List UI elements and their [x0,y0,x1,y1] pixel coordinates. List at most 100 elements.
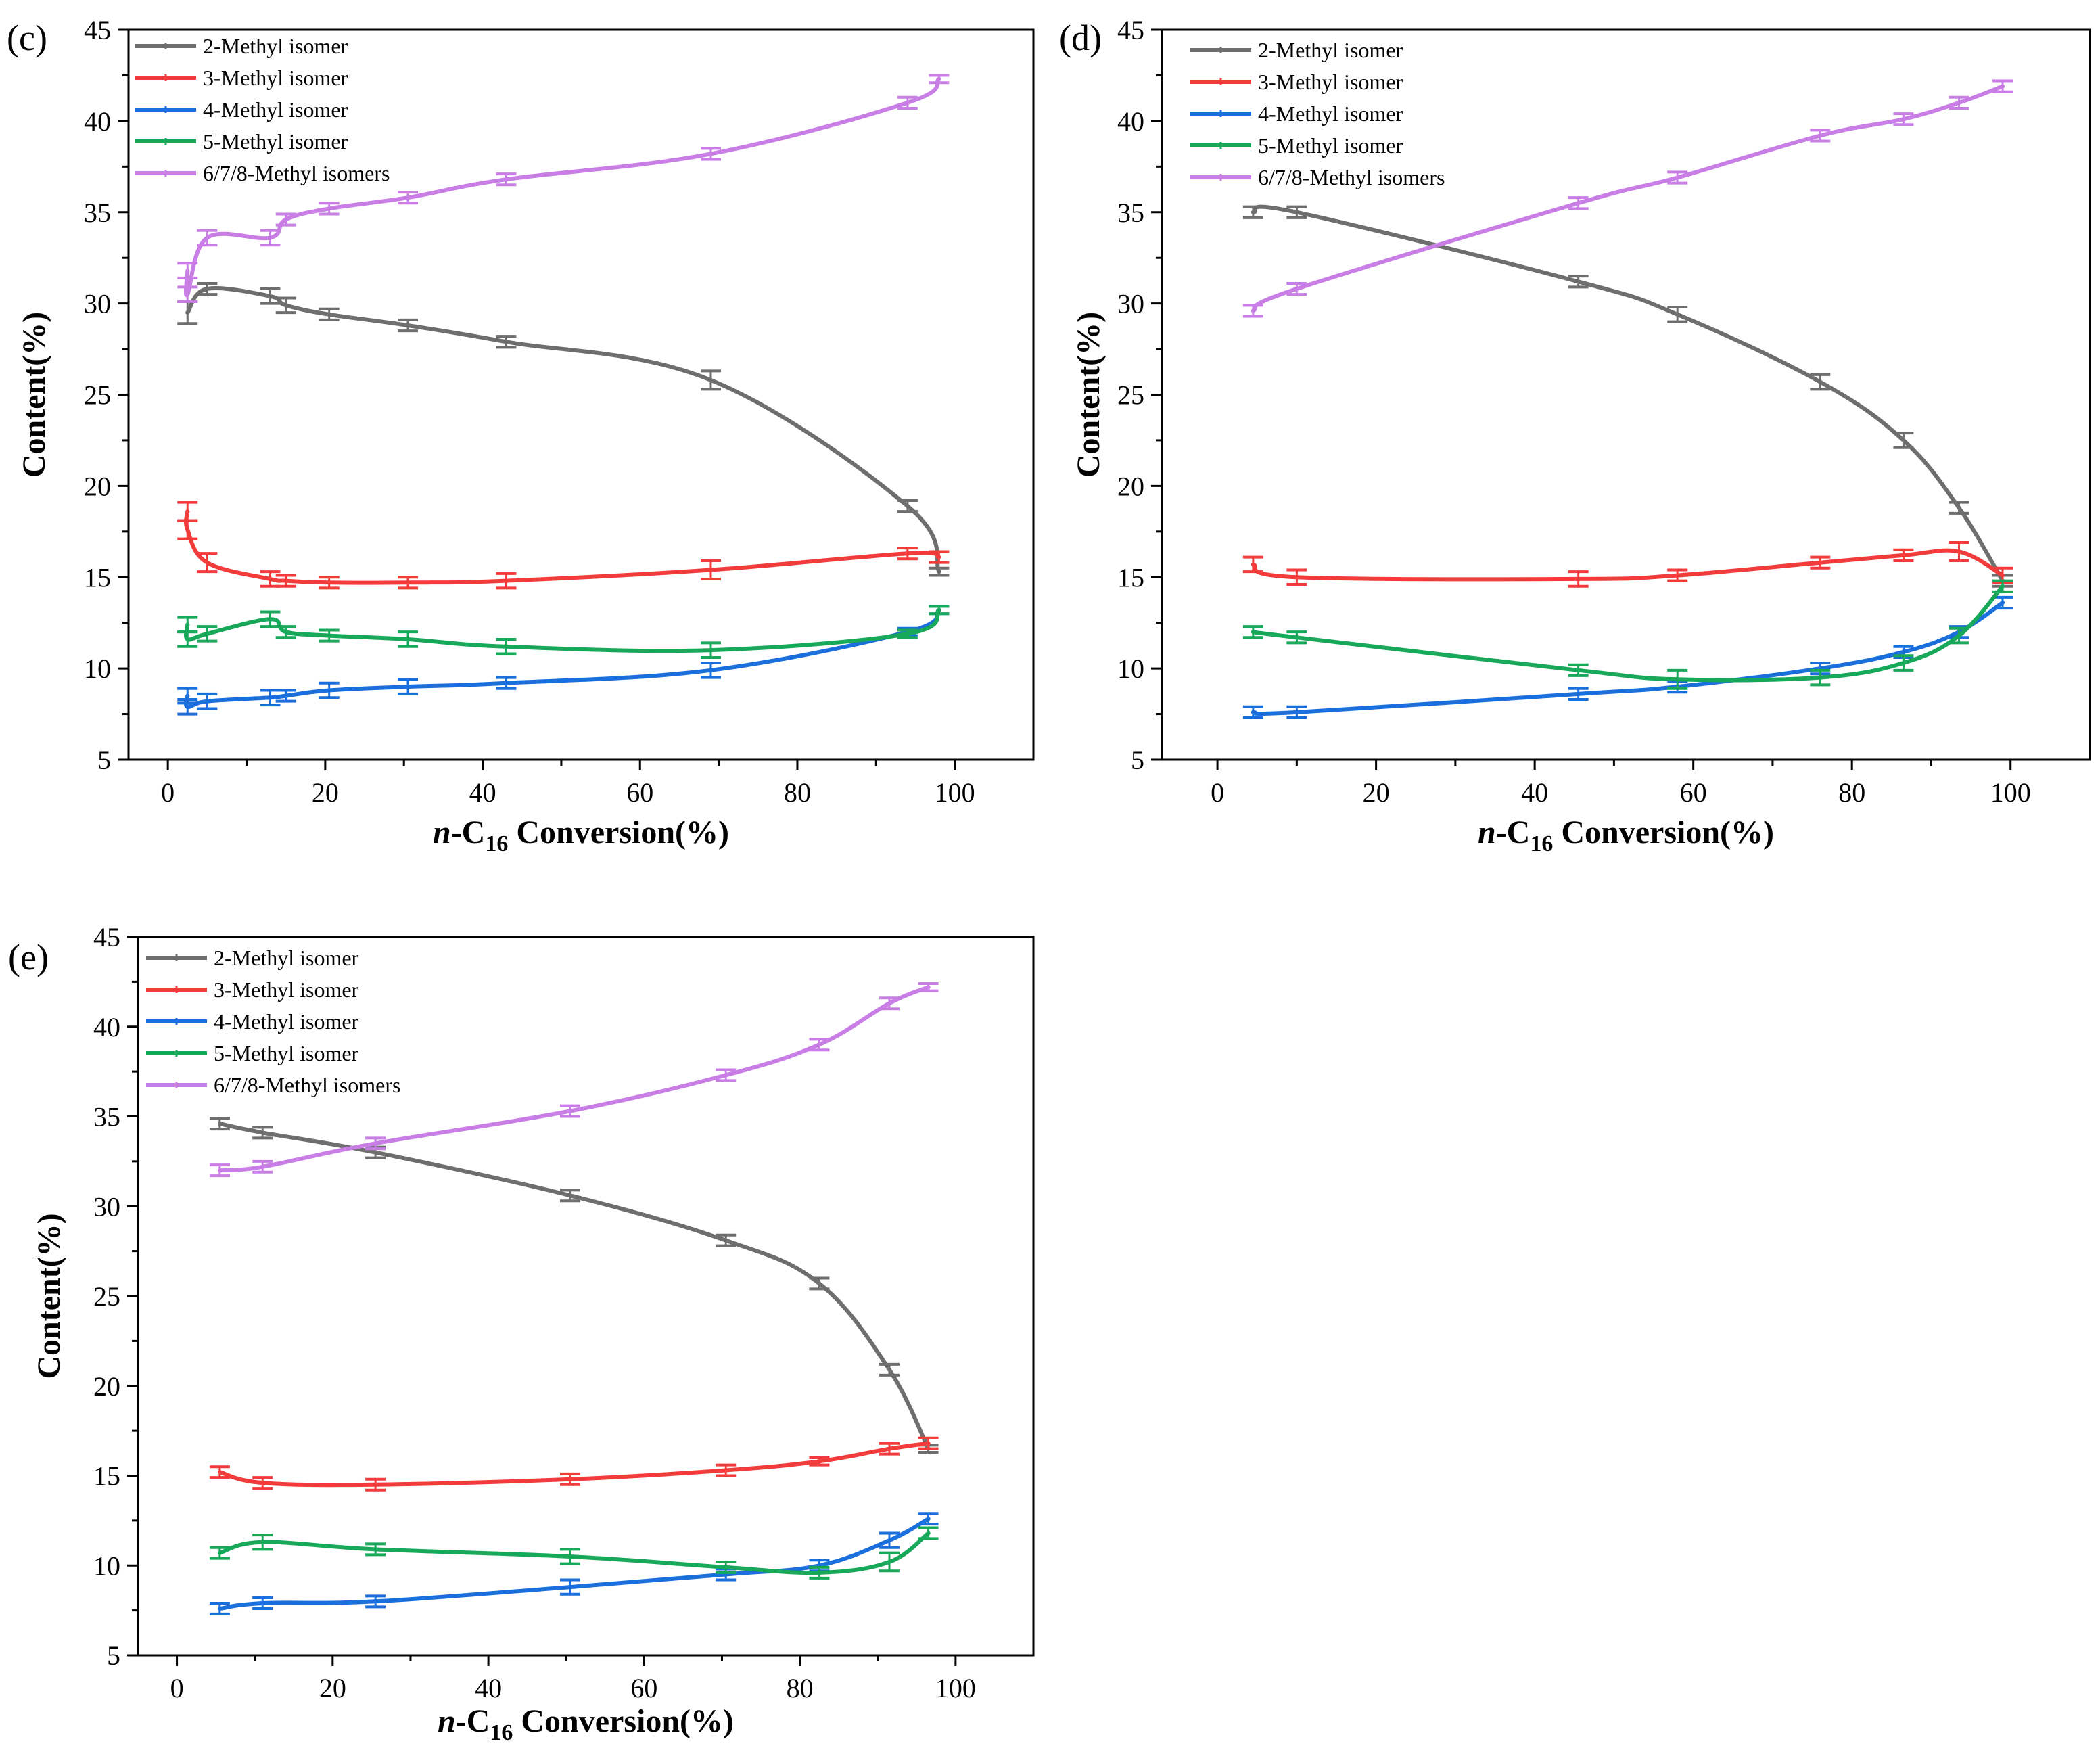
legend-label: 2-Methyl isomer [1258,38,1403,62]
data-point [905,504,910,509]
series-5-methyl-isomer [1242,579,2013,690]
y-tick-label: 5 [1131,745,1144,775]
data-point [1251,710,1255,714]
legend-label: 4-Methyl isomer [214,1009,359,1034]
y-tick-label: 10 [1117,653,1144,684]
y-tick-label: 10 [84,653,111,684]
data-point [567,1477,572,1481]
series-4-methyl-isomer [177,605,950,716]
data-point [2001,573,2005,578]
legend: 2-Methyl isomer 3-Methyl isomer 4-Methyl i… [135,34,390,185]
series-2-methyl-isomer [209,1117,939,1454]
series-3-methyl-isomer [177,501,950,590]
data-point [185,292,190,297]
series-line [1251,204,2005,583]
data-point [567,1193,572,1198]
data-point [327,580,331,585]
y-tick-label: 20 [93,1371,120,1402]
data-point [1675,312,1680,317]
data-point [185,509,190,514]
data-point [1818,133,1823,138]
data-point [1251,210,1255,214]
x-tick-label: 100 [935,1673,976,1703]
data-point [1251,630,1255,635]
x-tick-label: 0 [1211,777,1224,808]
x-tick-label: 20 [312,777,339,808]
data-point [217,1122,222,1126]
data-point [373,1150,378,1155]
data-point [373,1599,378,1604]
y-tick-label: 25 [93,1281,120,1312]
data-point [268,294,273,298]
data-point [817,1459,822,1464]
data-point [1294,710,1299,714]
data-point [1957,549,1961,554]
data-point [1957,633,1961,638]
data-point [887,1446,892,1451]
data-point [724,1238,728,1243]
legend-label: 3-Methyl isomer [1258,70,1403,94]
data-point [185,704,190,709]
y-tick-label: 20 [1117,471,1144,501]
data-point [1957,100,1961,105]
legend-label: 6/7/8-Methyl isomers [203,161,390,185]
x-tick-label: 80 [1838,777,1865,808]
legend-label: 4-Methyl isomer [1258,101,1403,126]
legend-label: 6/7/8-Methyl isomers [1258,165,1445,189]
data-point [406,195,411,200]
data-point [905,551,910,556]
data-point [185,528,190,532]
y-tick-label: 35 [1117,198,1144,228]
data-point [1957,505,1961,510]
data-point [268,617,273,622]
data-point [217,1606,222,1611]
x-tick-label: 20 [319,1673,346,1703]
data-point [504,681,509,685]
x-tick-label: 80 [784,777,811,808]
data-point [926,1441,931,1446]
data-point [937,555,941,559]
x-tick-label: 100 [1990,777,2031,808]
data-point [1901,649,1906,654]
data-point [217,1470,222,1475]
data-point [1294,210,1299,214]
y-tick-label: 25 [84,380,111,411]
x-tick-label: 100 [935,777,975,808]
data-point [205,235,210,240]
data-point [504,340,509,344]
data-point [887,1001,892,1006]
data-point [260,1481,265,1485]
x-axis-title: n-C16 Conversion(%) [1478,814,1774,856]
data-point [817,1042,822,1047]
data-point [205,631,210,636]
data-point [406,323,411,327]
series-line [185,286,941,574]
y-tick-label: 25 [1117,380,1144,411]
panel-c: 0 20 40 60 80 100 5 10 15 20 25 30 35 40 45 Content(%) n… [7,15,1035,856]
data-point [708,568,713,572]
data-point [1818,379,1823,384]
y-tick-label: 45 [84,15,111,45]
data-point [185,269,190,273]
data-point [937,570,941,574]
data-point [1294,287,1299,292]
series-line [1251,584,2005,683]
y-tick-label: 20 [84,471,111,501]
x-axis-title: n-C16 Conversion(%) [438,1703,734,1745]
data-point [283,630,288,635]
data-point [504,644,509,649]
data-point [708,668,713,672]
data-point [406,685,411,689]
data-point [1251,308,1255,313]
y-tick-label: 40 [1117,106,1144,137]
panel-label: (c) [7,18,47,58]
y-tick-label: 35 [84,198,111,228]
data-point [260,1601,265,1606]
series-line [1251,548,2005,582]
data-point [283,217,288,222]
data-point [268,695,273,700]
x-tick-label: 80 [787,1673,814,1703]
data-point [724,1073,728,1078]
y-tick-label: 30 [84,289,111,319]
data-point [185,693,190,698]
